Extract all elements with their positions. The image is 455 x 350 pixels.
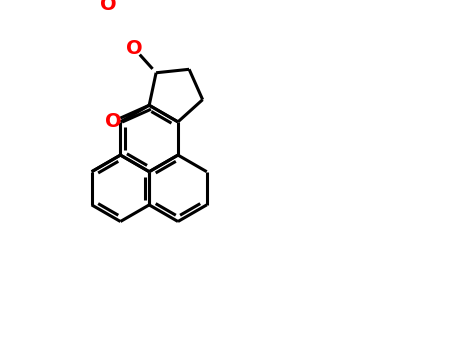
Text: O: O — [100, 0, 116, 14]
Text: O: O — [126, 38, 142, 58]
Text: O: O — [105, 112, 121, 131]
